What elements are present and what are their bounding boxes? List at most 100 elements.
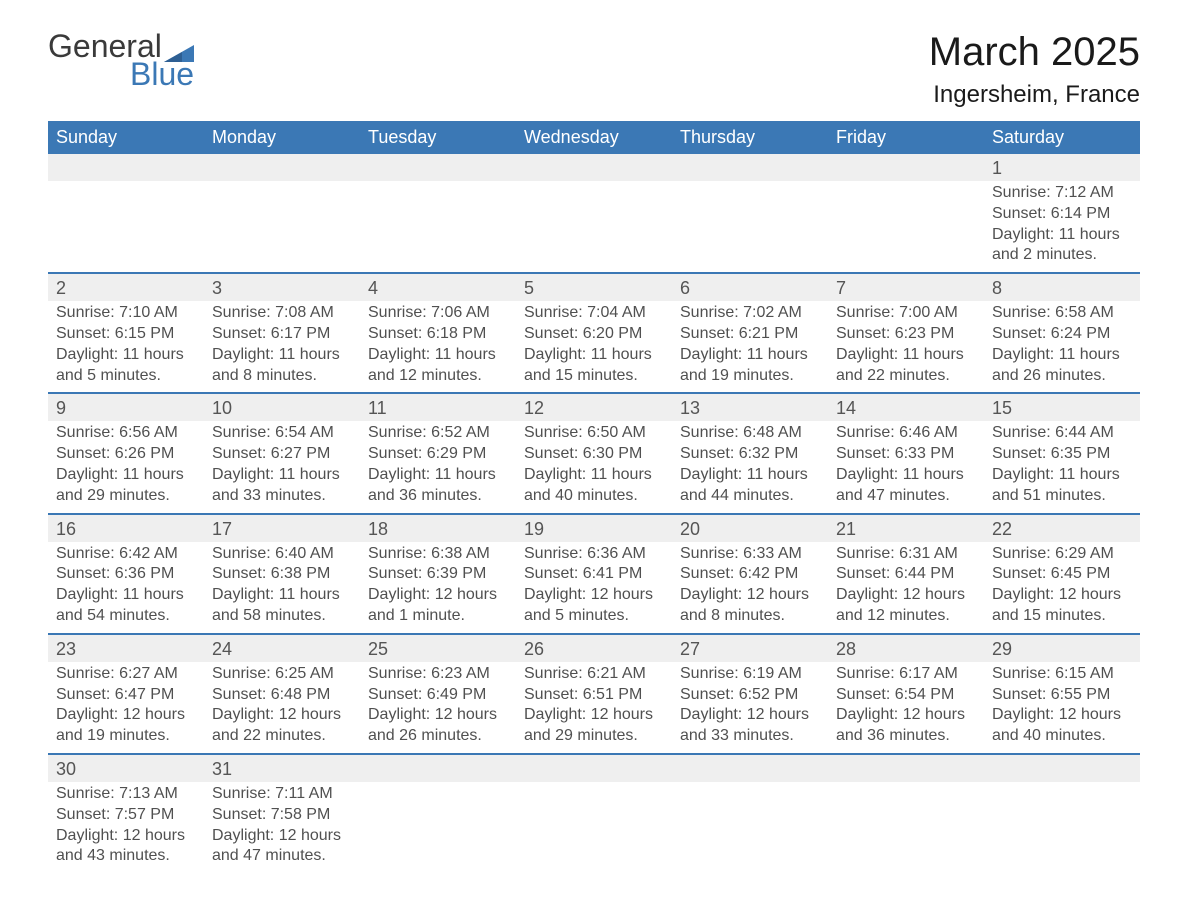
day-info-cell <box>48 181 204 273</box>
day-number-cell: 31 <box>204 754 360 782</box>
day-ss: Sunset: 6:41 PM <box>524 564 664 585</box>
day-info-cell: Sunrise: 6:23 AMSunset: 6:49 PMDaylight:… <box>360 662 516 754</box>
day-sr: Sunrise: 7:00 AM <box>836 303 976 324</box>
week-4-info: Sunrise: 6:27 AMSunset: 6:47 PM Daylight:… <box>48 662 1140 754</box>
day-d1: Daylight: 12 hours <box>368 585 508 606</box>
week-1-info: Sunrise: 7:10 AMSunset: 6:15 PMDaylight:… <box>48 301 1140 393</box>
day-d1: Daylight: 12 hours <box>680 705 820 726</box>
day-d1: Daylight: 12 hours <box>212 705 352 726</box>
day-sr: Sunrise: 6:46 AM <box>836 423 976 444</box>
week-4-daynums: 23242526272829 <box>48 634 1140 662</box>
day-d2: and 26 minutes. <box>992 366 1132 387</box>
calendar-table: SundayMondayTuesdayWednesdayThursdayFrid… <box>48 121 1140 873</box>
day-d1: Daylight: 11 hours <box>992 465 1132 486</box>
day-ss: Sunset: 7:58 PM <box>212 805 352 826</box>
day-sr: Sunrise: 6:54 AM <box>212 423 352 444</box>
location-label: Ingersheim, France <box>929 81 1140 109</box>
day-d1: Daylight: 11 hours <box>836 345 976 366</box>
day-d2: and 29 minutes. <box>524 726 664 747</box>
day-d1: Daylight: 12 hours <box>680 585 820 606</box>
day-d1: Daylight: 11 hours <box>56 465 196 486</box>
day-d2: and 51 minutes. <box>992 486 1132 507</box>
day-ss: Sunset: 6:20 PM <box>524 324 664 345</box>
day-number-cell <box>48 154 204 181</box>
day-number-cell: 21 <box>828 514 984 542</box>
day-d1: Daylight: 11 hours <box>212 465 352 486</box>
day-number-cell: 2 <box>48 273 204 301</box>
day-d1: Daylight: 11 hours <box>680 345 820 366</box>
day-number-cell: 1 <box>984 154 1140 181</box>
day-info-cell <box>204 181 360 273</box>
day-ss: Sunset: 6:52 PM <box>680 685 820 706</box>
day-info-cell <box>828 181 984 273</box>
day-d1: Daylight: 11 hours <box>836 465 976 486</box>
day-d2: and 19 minutes. <box>56 726 196 747</box>
day-sr: Sunrise: 6:40 AM <box>212 544 352 565</box>
day-number-cell <box>360 154 516 181</box>
day-d2: and 47 minutes. <box>212 846 352 867</box>
day-ss: Sunset: 6:48 PM <box>212 685 352 706</box>
day-ss: Sunset: 6:47 PM <box>56 685 196 706</box>
day-number-cell <box>516 754 672 782</box>
week-0-info: Sunrise: 7:12 AMSunset: 6:14 PMDaylight:… <box>48 181 1140 273</box>
day-ss: Sunset: 6:39 PM <box>368 564 508 585</box>
day-info-cell <box>984 782 1140 873</box>
day-number-cell: 24 <box>204 634 360 662</box>
day-d2: and 19 minutes. <box>680 366 820 387</box>
day-info-cell: Sunrise: 6:58 AMSunset: 6:24 PMDaylight:… <box>984 301 1140 393</box>
calendar-head: SundayMondayTuesdayWednesdayThursdayFrid… <box>48 121 1140 154</box>
day-d2: and 22 minutes. <box>212 726 352 747</box>
day-d1: Daylight: 12 hours <box>992 585 1132 606</box>
day-d1: Daylight: 11 hours <box>368 345 508 366</box>
day-d1: Daylight: 11 hours <box>992 225 1132 246</box>
day-number-cell: 22 <box>984 514 1140 542</box>
day-d1: Daylight: 12 hours <box>212 826 352 847</box>
day-d2: and 2 minutes. <box>992 245 1132 266</box>
dayheader-thursday: Thursday <box>672 121 828 154</box>
logo: General Blue <box>48 30 194 90</box>
day-sr: Sunrise: 6:42 AM <box>56 544 196 565</box>
day-ss: Sunset: 6:38 PM <box>212 564 352 585</box>
day-info-cell: Sunrise: 6:19 AMSunset: 6:52 PMDaylight:… <box>672 662 828 754</box>
day-number-cell: 8 <box>984 273 1140 301</box>
day-number-cell <box>672 154 828 181</box>
day-number-cell <box>828 754 984 782</box>
day-number-cell: 30 <box>48 754 204 782</box>
day-ss: Sunset: 6:54 PM <box>836 685 976 706</box>
day-info-cell: Sunrise: 6:36 AMSunset: 6:41 PMDaylight:… <box>516 542 672 634</box>
day-info-cell: Sunrise: 6:42 AMSunset: 6:36 PMDaylight:… <box>48 542 204 634</box>
day-number-cell: 17 <box>204 514 360 542</box>
day-ss: Sunset: 6:42 PM <box>680 564 820 585</box>
day-sr: Sunrise: 7:08 AM <box>212 303 352 324</box>
day-number-cell: 26 <box>516 634 672 662</box>
logo-word2: Blue <box>48 58 194 90</box>
week-3-info: Sunrise: 6:42 AMSunset: 6:36 PM Daylight:… <box>48 542 1140 634</box>
day-sr: Sunrise: 6:15 AM <box>992 664 1132 685</box>
day-d2: and 40 minutes. <box>524 486 664 507</box>
day-ss: Sunset: 6:33 PM <box>836 444 976 465</box>
page-header: General Blue March 2025 Ingersheim, Fran… <box>48 30 1140 109</box>
day-d2: and 12 minutes. <box>368 366 508 387</box>
day-number-cell: 9 <box>48 393 204 421</box>
day-info-cell: Sunrise: 7:12 AMSunset: 6:14 PMDaylight:… <box>984 181 1140 273</box>
day-info-cell: Sunrise: 7:08 AMSunset: 6:17 PMDaylight:… <box>204 301 360 393</box>
day-d2: and 40 minutes. <box>992 726 1132 747</box>
day-sr: Sunrise: 7:04 AM <box>524 303 664 324</box>
day-d1: Daylight: 12 hours <box>368 705 508 726</box>
day-d1: Daylight: 11 hours <box>212 585 352 606</box>
day-info-cell <box>672 782 828 873</box>
day-ss: Sunset: 6:35 PM <box>992 444 1132 465</box>
day-info-cell: Sunrise: 6:52 AMSunset: 6:29 PMDaylight:… <box>360 421 516 513</box>
day-number-cell: 25 <box>360 634 516 662</box>
day-sr: Sunrise: 6:27 AM <box>56 664 196 685</box>
day-d2: and 5 minutes. <box>56 366 196 387</box>
day-info-cell: Sunrise: 7:06 AMSunset: 6:18 PMDaylight:… <box>360 301 516 393</box>
day-ss: Sunset: 6:14 PM <box>992 204 1132 225</box>
day-info-cell: Sunrise: 7:10 AMSunset: 6:15 PMDaylight:… <box>48 301 204 393</box>
day-ss: Sunset: 6:45 PM <box>992 564 1132 585</box>
day-number-cell: 10 <box>204 393 360 421</box>
day-d2: and 12 minutes. <box>836 606 976 627</box>
day-d2: and 5 minutes. <box>524 606 664 627</box>
day-ss: Sunset: 6:36 PM <box>56 564 196 585</box>
day-number-cell <box>828 154 984 181</box>
